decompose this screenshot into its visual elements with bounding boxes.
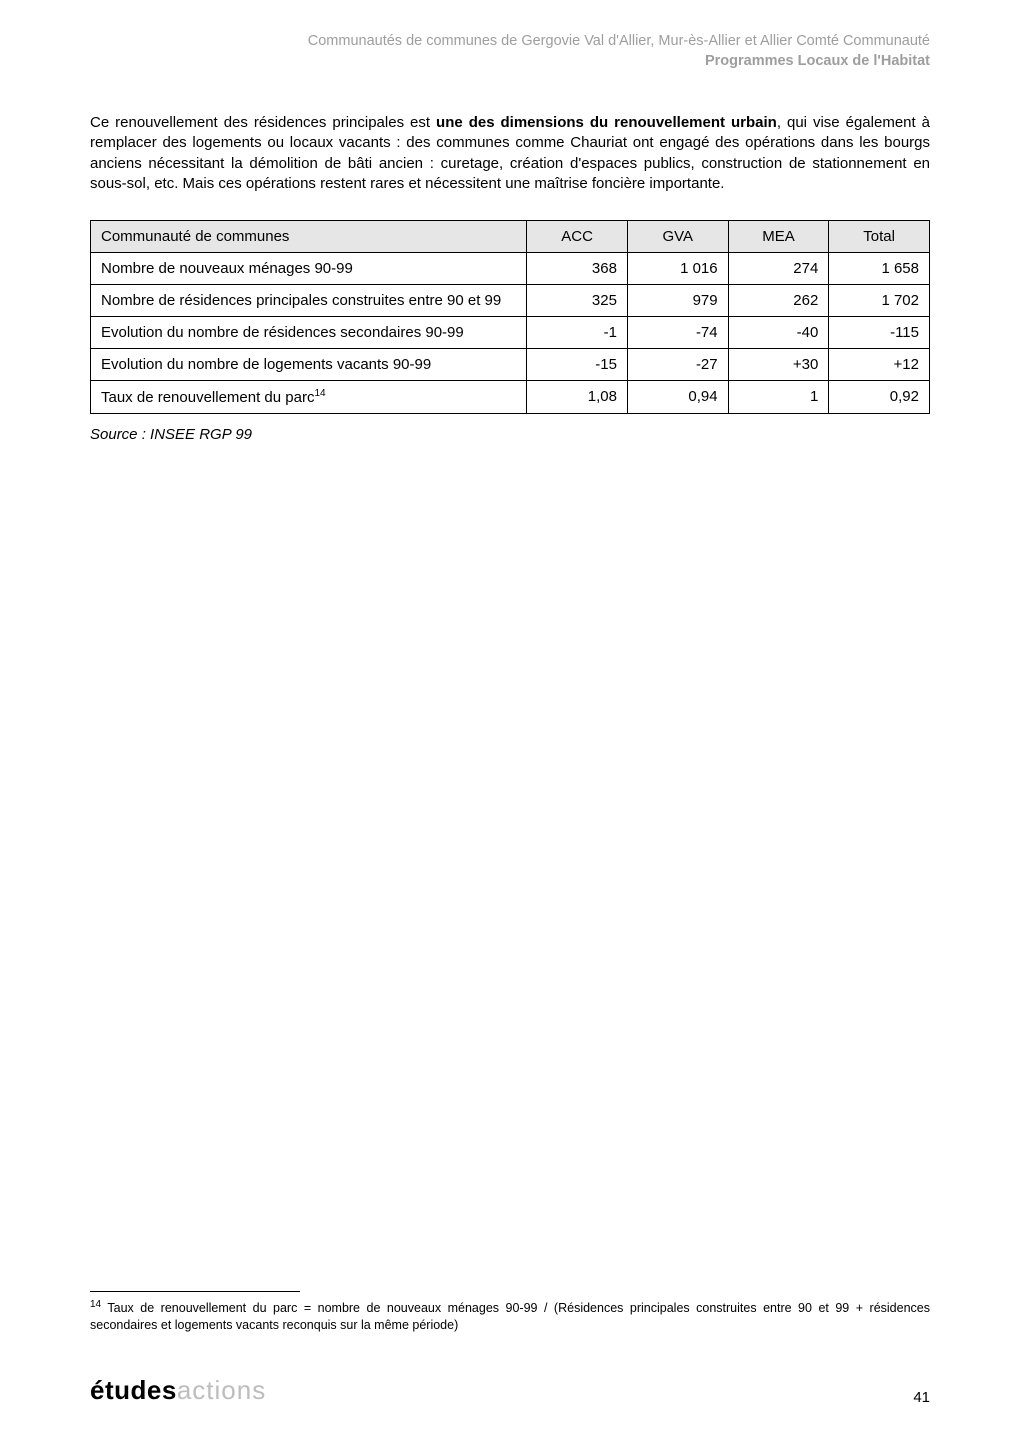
col-header-total: Total xyxy=(829,221,930,253)
table-row: Nombre de résidences principales constru… xyxy=(91,285,930,317)
paragraph-pre: Ce renouvellement des résidences princip… xyxy=(90,114,436,131)
header-line-1: Communautés de communes de Gergovie Val … xyxy=(90,32,930,52)
row-acc: 368 xyxy=(527,253,628,285)
row-label: Taux de renouvellement du parc14 xyxy=(91,381,527,414)
table-row: Evolution du nombre de résidences second… xyxy=(91,317,930,349)
row-label-text: Taux de renouvellement du parc xyxy=(101,389,314,406)
row-total: +12 xyxy=(829,349,930,381)
row-gva: -74 xyxy=(627,317,728,349)
row-acc: -1 xyxy=(527,317,628,349)
page-header: Communautés de communes de Gergovie Val … xyxy=(90,32,930,71)
table-source: Source : INSEE RGP 99 xyxy=(90,426,930,443)
footnote-marker-icon: 14 xyxy=(314,388,325,399)
paragraph-bold: une des dimensions du renouvellement urb… xyxy=(436,114,777,131)
table-row: Evolution du nombre de logements vacants… xyxy=(91,349,930,381)
row-gva: 1 016 xyxy=(627,253,728,285)
row-gva: 979 xyxy=(627,285,728,317)
communes-table: Communauté de communes ACC GVA MEA Total… xyxy=(90,220,930,414)
logo-outline: actions xyxy=(177,1375,266,1405)
row-mea: +30 xyxy=(728,349,829,381)
col-header-acc: ACC xyxy=(527,221,628,253)
footnote-text: Taux de renouvellement du parc = nombre … xyxy=(90,1301,930,1332)
row-mea: 262 xyxy=(728,285,829,317)
table-row: Nombre de nouveaux ménages 90-99 368 1 0… xyxy=(91,253,930,285)
row-acc: 1,08 xyxy=(527,381,628,414)
page-footer: étudesactions 41 xyxy=(90,1375,930,1406)
row-label: Evolution du nombre de résidences second… xyxy=(91,317,527,349)
row-gva: 0,94 xyxy=(627,381,728,414)
row-mea: 1 xyxy=(728,381,829,414)
logo-bold: études xyxy=(90,1375,177,1405)
table-row: Taux de renouvellement du parc14 1,08 0,… xyxy=(91,381,930,414)
footnote-rule xyxy=(90,1291,300,1292)
col-header-gva: GVA xyxy=(627,221,728,253)
intro-paragraph: Ce renouvellement des résidences princip… xyxy=(90,113,930,194)
row-mea: 274 xyxy=(728,253,829,285)
row-total: 0,92 xyxy=(829,381,930,414)
row-total: 1 658 xyxy=(829,253,930,285)
footnote-number: 14 xyxy=(90,1299,101,1310)
row-gva: -27 xyxy=(627,349,728,381)
footnote: 14 Taux de renouvellement du parc = nomb… xyxy=(90,1298,930,1334)
row-acc: 325 xyxy=(527,285,628,317)
header-line-2: Programmes Locaux de l'Habitat xyxy=(90,52,930,72)
row-total: 1 702 xyxy=(829,285,930,317)
col-header-label: Communauté de communes xyxy=(91,221,527,253)
row-mea: -40 xyxy=(728,317,829,349)
row-label: Nombre de nouveaux ménages 90-99 xyxy=(91,253,527,285)
row-label: Nombre de résidences principales constru… xyxy=(91,285,527,317)
page-number: 41 xyxy=(913,1389,930,1406)
row-total: -115 xyxy=(829,317,930,349)
row-label: Evolution du nombre de logements vacants… xyxy=(91,349,527,381)
row-acc: -15 xyxy=(527,349,628,381)
logo: étudesactions xyxy=(90,1375,266,1406)
table-header-row: Communauté de communes ACC GVA MEA Total xyxy=(91,221,930,253)
col-header-mea: MEA xyxy=(728,221,829,253)
